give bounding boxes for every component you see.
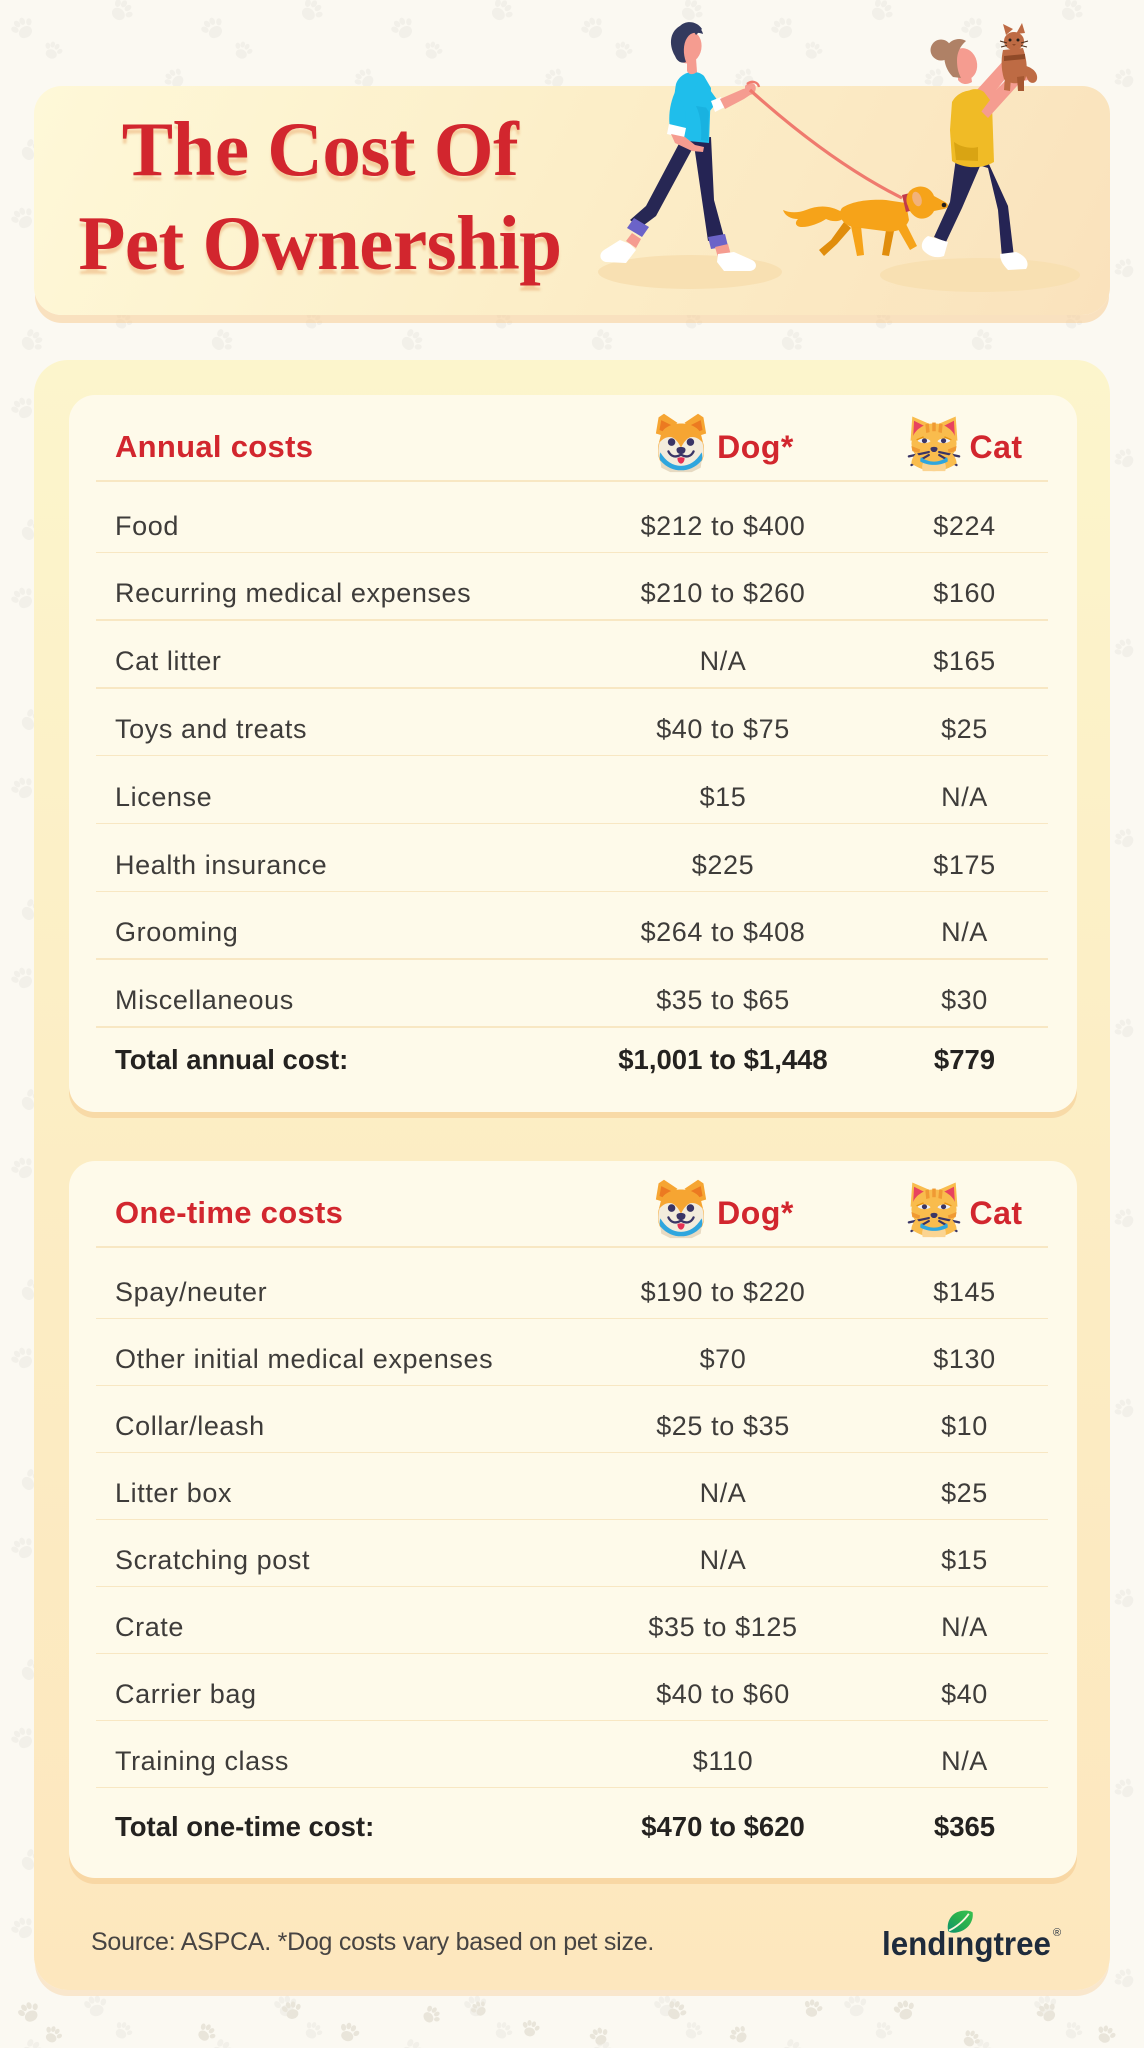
svg-text:lendıngtree: lendıngtree	[882, 1925, 1051, 1962]
svg-text:®: ®	[1053, 1927, 1061, 1939]
